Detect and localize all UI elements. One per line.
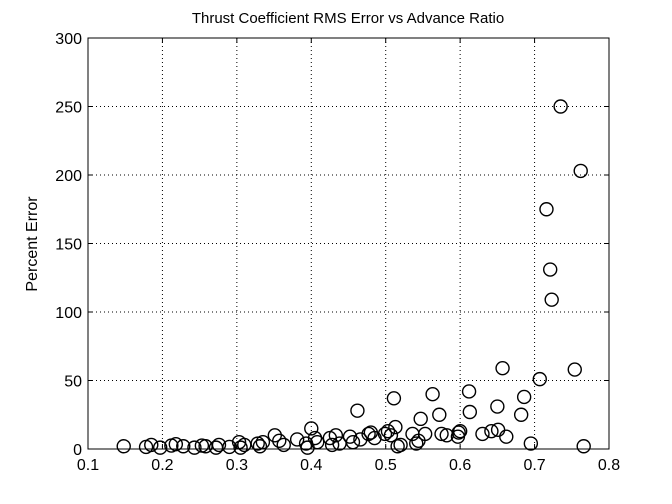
y-tick-label: 50 — [64, 374, 82, 391]
y-tick-label: 200 — [55, 168, 82, 185]
data-point — [388, 419, 403, 435]
data-point — [328, 428, 344, 443]
data-point — [417, 426, 433, 442]
data-point — [377, 426, 393, 442]
data-point — [461, 384, 477, 399]
x-tick-label: 0.3 — [226, 457, 248, 474]
data-point — [252, 439, 268, 454]
data-point — [353, 432, 368, 447]
data-point — [255, 434, 271, 450]
data-point — [576, 439, 591, 454]
data-point — [380, 423, 396, 439]
x-tick-label: 0.5 — [375, 457, 397, 474]
y-tick-label: 300 — [55, 31, 82, 48]
data-point — [233, 440, 248, 455]
data-point — [516, 389, 532, 405]
data-point — [386, 391, 402, 406]
data-point — [452, 423, 468, 439]
data-point — [250, 436, 265, 451]
data-point — [523, 436, 539, 451]
data-point — [532, 371, 547, 387]
data-point — [425, 387, 440, 402]
data-point — [393, 437, 408, 453]
data-point — [350, 403, 365, 418]
data-point — [168, 437, 184, 452]
data-point — [211, 437, 227, 453]
data-point — [413, 411, 428, 427]
data-point — [289, 432, 305, 447]
x-tick-label: 0.1 — [77, 457, 99, 474]
data-point — [490, 399, 505, 414]
x-tick-label: 0.4 — [300, 457, 322, 474]
y-tick-label: 250 — [55, 100, 82, 117]
x-tick-label: 0.2 — [151, 457, 173, 474]
data-point — [272, 433, 287, 448]
data-point — [567, 362, 582, 377]
axis-ticks: 0.1 0.2 0.3 0.4 0.5 0.6 0.7 0.8 0 50 100 150 200 250 3… — [55, 31, 620, 474]
data-point — [116, 439, 131, 454]
data-point — [304, 421, 319, 436]
grid-lines — [88, 38, 609, 449]
data-point — [484, 423, 499, 439]
data-point — [310, 434, 325, 450]
data-point — [276, 437, 291, 453]
data-point — [176, 439, 191, 454]
x-tick-label: 0.8 — [598, 457, 620, 474]
data-point — [367, 430, 382, 446]
y-tick-label: 100 — [55, 305, 82, 322]
data-point — [345, 434, 361, 450]
data-point — [222, 439, 237, 455]
data-point — [144, 437, 159, 453]
data-point — [573, 163, 588, 179]
data-point — [434, 426, 449, 442]
data-point — [451, 425, 466, 440]
data-point — [409, 436, 424, 451]
data-point — [553, 99, 568, 114]
data-point — [499, 429, 514, 444]
data-point — [475, 426, 490, 442]
data-point — [432, 407, 447, 422]
data-point — [544, 292, 559, 307]
chart-title: Thrust Coefficient RMS Error vs Advance … — [192, 10, 504, 27]
data-point — [187, 440, 202, 455]
x-tick-label: 0.6 — [449, 457, 471, 474]
data-point — [543, 262, 558, 277]
data-point — [539, 202, 554, 217]
y-tick-label: 150 — [55, 237, 82, 254]
data-point — [513, 407, 529, 422]
data-point — [152, 440, 168, 455]
data-point — [383, 428, 399, 443]
y-tick-label: 0 — [73, 442, 82, 459]
data-points — [116, 99, 591, 455]
data-point — [324, 437, 340, 453]
data-point — [495, 360, 510, 376]
x-tick-label: 0.7 — [523, 457, 545, 474]
y-axis-label: Percent Error — [24, 196, 41, 292]
data-point — [462, 404, 478, 420]
